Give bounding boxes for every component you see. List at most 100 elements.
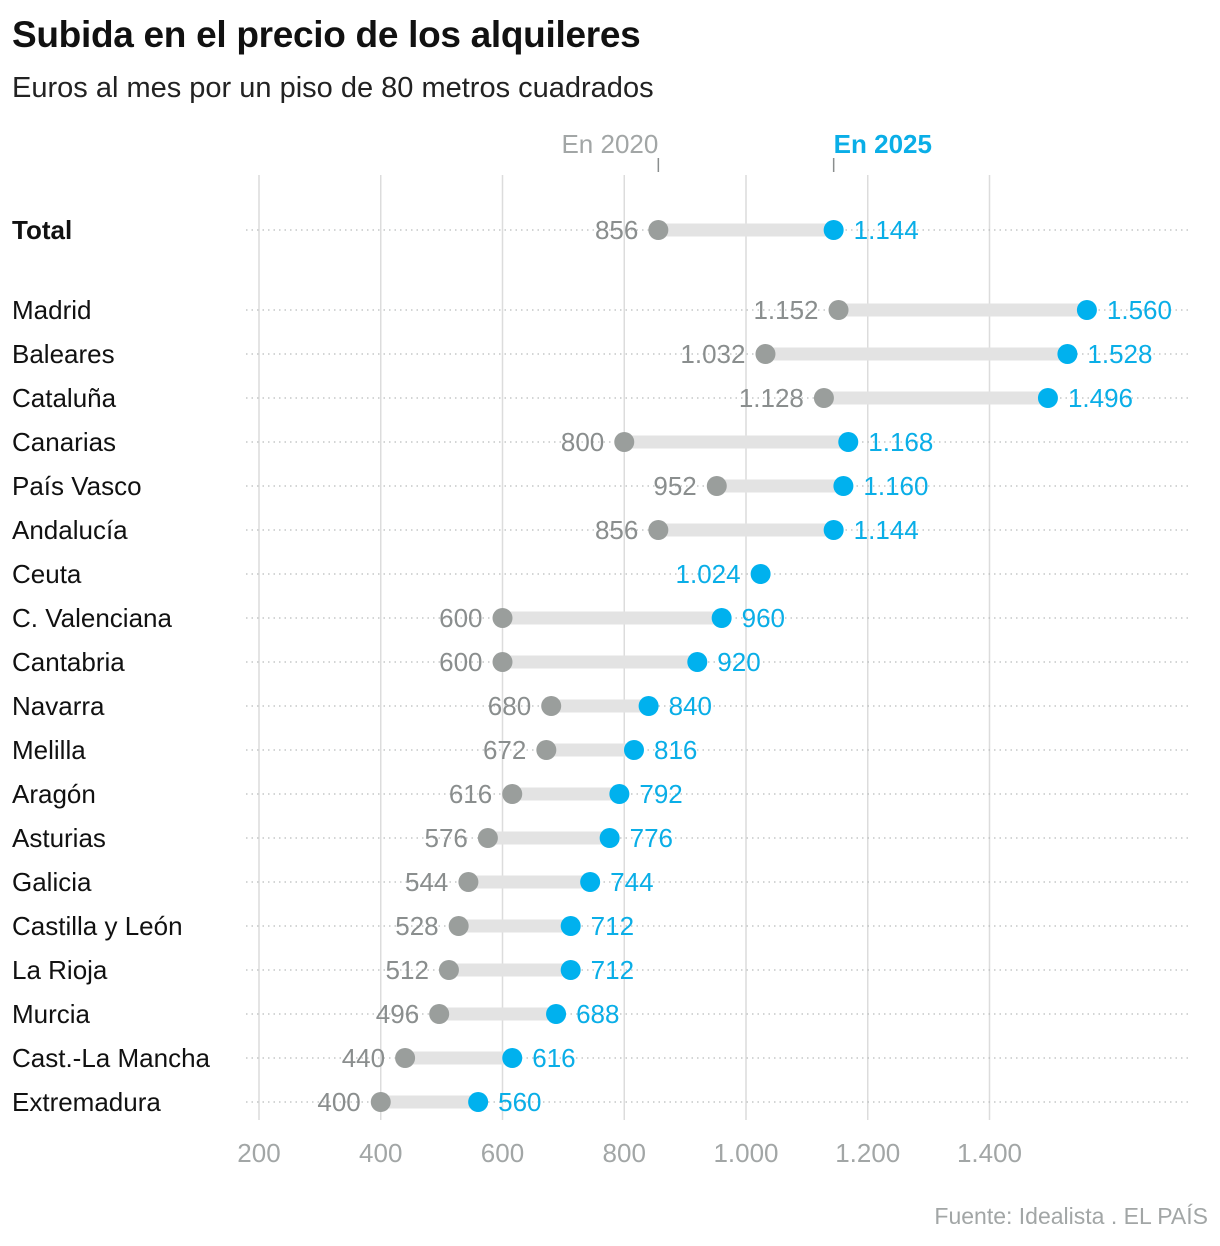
dot-2020	[492, 652, 513, 672]
row-label: Aragón	[12, 779, 96, 809]
value-label-2025: 744	[610, 867, 653, 897]
value-label-2025: 840	[669, 691, 712, 721]
dot-2020	[828, 300, 849, 320]
value-label-2025: 776	[630, 823, 673, 853]
value-label-2020: 800	[561, 427, 604, 457]
row-label: Total	[12, 215, 72, 245]
x-tick-label: 1.200	[835, 1138, 900, 1168]
dot-2020	[648, 520, 669, 540]
source-note: Fuente: Idealista . EL PAÍS	[934, 1203, 1208, 1229]
value-label-2025: 616	[532, 1043, 575, 1073]
dot-2020	[492, 608, 513, 628]
dot-2025	[711, 608, 732, 628]
chart-title: Subida en el precio de los alquileres	[12, 14, 641, 55]
dot-2025	[546, 1004, 567, 1024]
row-label: Asturias	[12, 823, 106, 853]
x-tick-label: 1.400	[957, 1138, 1022, 1168]
value-label-2025: 688	[576, 999, 619, 1029]
value-label-2020: 400	[317, 1087, 360, 1117]
dot-2025	[560, 916, 581, 936]
dot-2025	[468, 1092, 489, 1112]
value-label-2020: 600	[439, 603, 482, 633]
row-label: Ceuta	[12, 559, 82, 589]
x-tick-label: 800	[603, 1138, 646, 1168]
dot-2025	[750, 564, 771, 584]
value-label-2025: 1.560	[1107, 295, 1172, 325]
legend-2025-label: En 2025	[834, 129, 932, 159]
dot-2025	[823, 220, 844, 240]
dot-2025	[687, 652, 708, 672]
value-label-2025: 960	[742, 603, 785, 633]
row-label: Cataluña	[12, 383, 117, 413]
dot-2020	[755, 344, 776, 364]
dot-2025	[1057, 344, 1078, 364]
chart-subtitle: Euros al mes por un piso de 80 metros cu…	[12, 72, 654, 104]
row-label: Cast.-La Mancha	[12, 1043, 211, 1073]
value-label-2020: 680	[488, 691, 531, 721]
value-label-2020: 576	[424, 823, 467, 853]
value-label-2020: 856	[595, 215, 638, 245]
row-label: Baleares	[12, 339, 115, 369]
dot-2020	[395, 1048, 416, 1068]
value-label-2025: 560	[498, 1087, 541, 1117]
dot-2025	[1076, 300, 1097, 320]
dot-2025	[833, 476, 854, 496]
value-label-2025: 1.024	[676, 559, 741, 589]
value-label-2025: 1.144	[854, 215, 919, 245]
value-label-2025: 1.144	[854, 515, 919, 545]
value-label-2020: 672	[483, 735, 526, 765]
value-label-2020: 952	[653, 471, 696, 501]
dot-2020	[648, 220, 669, 240]
value-label-2020: 1.032	[680, 339, 745, 369]
row-label: Madrid	[12, 295, 91, 325]
dot-2020	[614, 432, 635, 452]
dot-2025	[638, 696, 659, 716]
x-tick-label: 600	[481, 1138, 524, 1168]
value-label-2020: 528	[395, 911, 438, 941]
row-label: Canarias	[12, 427, 116, 457]
row-label: La Rioja	[12, 955, 108, 985]
dot-2025	[823, 520, 844, 540]
x-tick-label: 200	[237, 1138, 280, 1168]
row-label: Navarra	[12, 691, 105, 721]
dot-2020	[429, 1004, 450, 1024]
value-label-2025: 1.160	[863, 471, 928, 501]
legend-2020-label: En 2020	[561, 129, 658, 159]
row-label: Andalucía	[12, 515, 128, 545]
dot-2020	[502, 784, 523, 804]
row-label: C. Valenciana	[12, 603, 172, 633]
dot-2020	[541, 696, 562, 716]
row-label: País Vasco	[12, 471, 142, 501]
dot-2025	[609, 784, 630, 804]
dot-2020	[536, 740, 557, 760]
dot-2020	[706, 476, 727, 496]
value-label-2025: 712	[591, 955, 634, 985]
dot-2020	[477, 828, 498, 848]
value-label-2025: 920	[717, 647, 760, 677]
row-label: Murcia	[12, 999, 91, 1029]
value-label-2025: 816	[654, 735, 697, 765]
x-tick-label: 400	[359, 1138, 402, 1168]
dot-2025	[838, 432, 859, 452]
value-label-2020: 616	[449, 779, 492, 809]
dot-2025	[560, 960, 581, 980]
dot-2025	[623, 740, 644, 760]
value-label-2020: 600	[439, 647, 482, 677]
value-label-2025: 1.168	[868, 427, 933, 457]
dot-2020	[438, 960, 459, 980]
row-label: Cantabria	[12, 647, 125, 677]
value-label-2020: 440	[342, 1043, 385, 1073]
row-label: Extremadura	[12, 1087, 161, 1117]
value-label-2025: 712	[591, 911, 634, 941]
value-label-2020: 1.128	[739, 383, 804, 413]
value-label-2020: 1.152	[753, 295, 818, 325]
dot-2025	[599, 828, 620, 848]
row-label: Castilla y León	[12, 911, 183, 941]
dot-2025	[580, 872, 601, 892]
dot-2020	[458, 872, 479, 892]
value-label-2025: 792	[639, 779, 682, 809]
dot-2020	[813, 388, 834, 408]
value-label-2020: 544	[405, 867, 448, 897]
dot-2020	[448, 916, 469, 936]
